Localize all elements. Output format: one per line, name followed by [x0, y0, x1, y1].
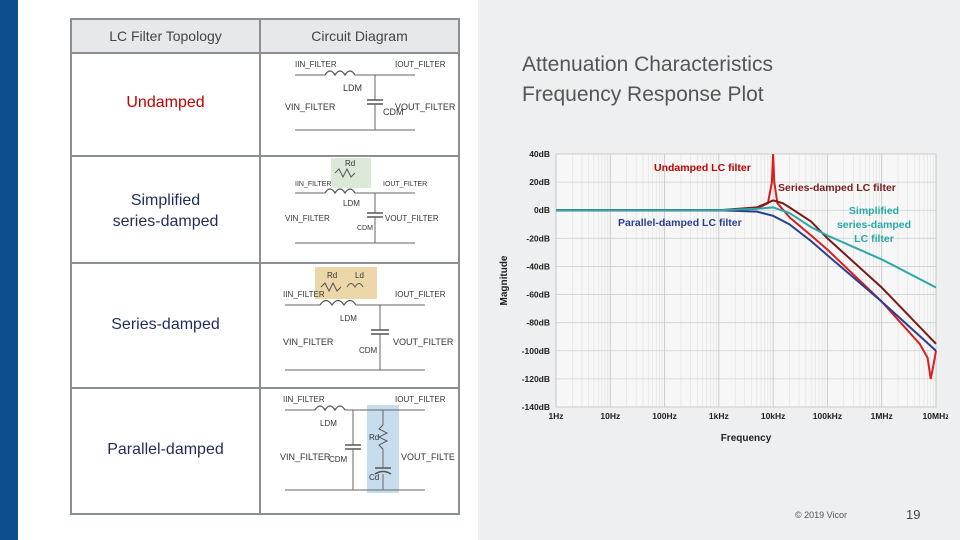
annotation-undamped: Undamped LC filter	[654, 162, 751, 174]
row-series-label-cell: Series-damped	[70, 262, 261, 389]
annotation-series-damped: Series-damped LC filter	[778, 182, 896, 194]
topology-label-simplified-line2: series-damped	[112, 213, 219, 230]
slide-title: Attenuation Characteristics Frequency Re…	[522, 50, 773, 110]
y-tick-label: 40dB	[529, 149, 550, 159]
v-out-label: VOUT_FILTER	[395, 102, 455, 112]
annotation-simplified-line2: series-damped	[837, 219, 911, 231]
c-dm-label: CDM	[357, 225, 373, 232]
l-dm-label: LDM	[320, 419, 337, 428]
slide-title-line2: Frequency Response Plot	[522, 83, 764, 106]
series-line-3	[556, 206, 937, 289]
l-dm-label: LDM	[343, 199, 360, 208]
parallel-damped-circuit-diagram: IIN_FILTER IOUT_FILTER LDM Rd VIN_FILTER…	[280, 395, 455, 493]
header-topology: LC Filter Topology	[70, 18, 261, 54]
l-dm-label: LDM	[340, 314, 357, 323]
r-d-label: Rd	[327, 271, 337, 280]
i-in-label: IIN_FILTER	[295, 181, 331, 188]
c-dm-label: CDM	[359, 346, 378, 355]
circuit-simplified: Rd IIN_FILTER IOUT_FILTER LDM VIN_FILTER…	[259, 155, 460, 264]
y-tick-label: -120dB	[522, 374, 550, 384]
row-simplified-label-cell: Simplified series-damped	[70, 155, 261, 264]
c-dm-label: CDM	[329, 455, 348, 464]
x-tick-label: 10kHz	[761, 411, 786, 421]
circuit-undamped: IIN_FILTER IOUT_FILTER LDM VIN_FILTER CD…	[259, 52, 460, 157]
x-tick-label: 10Hz	[600, 411, 620, 421]
annotation-simplified-line1: Simplified	[849, 205, 899, 217]
y-axis-label: Magnitude	[499, 255, 510, 305]
v-in-label: VIN_FILTER	[285, 102, 336, 112]
undamped-circuit-diagram: IIN_FILTER IOUT_FILTER LDM VIN_FILTER CD…	[285, 60, 455, 130]
i-out-label: IOUT_FILTER	[395, 395, 446, 404]
y-tick-label: -80dB	[526, 318, 550, 328]
x-tick-label: 1Hz	[548, 411, 563, 421]
slide-title-line1: Attenuation Characteristics	[522, 53, 773, 76]
x-tick-label: 100Hz	[652, 411, 677, 421]
i-out-label: IOUT_FILTER	[395, 60, 446, 69]
r-d-label: Rd	[369, 433, 379, 442]
x-tick-label: 10MHz	[923, 411, 948, 421]
i-out-label: IOUT_FILTER	[383, 181, 427, 188]
y-tick-label: 0dB	[534, 205, 550, 215]
l-d-label: Ld	[355, 271, 364, 280]
c-dm-label: CDM	[383, 107, 404, 117]
row-parallel-label-cell: Parallel-damped	[70, 387, 261, 515]
y-tick-label: -40dB	[526, 261, 550, 271]
annotation-simplified-line3: LC filter	[854, 233, 894, 245]
x-tick-label: 100kHz	[813, 411, 842, 421]
x-tick-label: 1kHz	[709, 411, 729, 421]
x-axis-label: Frequency	[721, 433, 772, 444]
y-tick-label: -100dB	[522, 346, 550, 356]
circuit-series-damped: Rd Ld IIN_FILTER IOUT_FILTER LDM VIN_FIL…	[259, 262, 460, 389]
x-tick-label: 1MHz	[871, 411, 893, 421]
page-number: 19	[906, 507, 921, 522]
topology-label-parallel-damped: Parallel-damped	[107, 441, 224, 458]
l-dm-label: LDM	[343, 83, 362, 93]
v-in-label: VIN_FILTER	[283, 337, 334, 347]
v-in-label: VIN_FILTER	[280, 452, 331, 462]
topology-label-simplified-line1: Simplified	[130, 192, 201, 209]
topology-label-series-damped: Series-damped	[111, 316, 220, 333]
topology-table: LC Filter Topology Circuit Diagram Undam…	[70, 18, 460, 515]
y-tick-label: -60dB	[526, 290, 550, 300]
header-circuit: Circuit Diagram	[259, 18, 460, 54]
left-accent-bar	[0, 0, 18, 540]
y-tick-label: -140dB	[522, 402, 550, 412]
v-in-label: VIN_FILTER	[285, 214, 330, 223]
v-out-label: VOUT_FILTER	[393, 337, 454, 347]
annotation-parallel-damped: Parallel-damped LC filter	[618, 217, 742, 229]
y-tick-label: -20dB	[526, 233, 550, 243]
circuit-parallel-damped: IIN_FILTER IOUT_FILTER LDM Rd VIN_FILTER…	[259, 387, 460, 515]
r-d-label: Rd	[345, 159, 355, 168]
simplified-circuit-diagram: Rd IIN_FILTER IOUT_FILTER LDM VIN_FILTER…	[285, 157, 439, 243]
i-out-label: IOUT_FILTER	[395, 290, 446, 299]
i-in-label: IIN_FILTER	[283, 290, 325, 299]
c-d-label: Cd	[369, 473, 379, 482]
copyright-text: © 2019 Vicor	[795, 510, 847, 520]
topology-label-undamped: Undamped	[126, 94, 205, 111]
v-out-label: VOUT_FILTER	[385, 214, 439, 223]
frequency-response-chart: 40dB 20dB 0dB -20dB -40dB -60dB -80dB -100dB -12…	[499, 149, 948, 444]
row-undamped-label-cell: Undamped	[70, 52, 261, 157]
v-out-label: VOUT_FILTER	[401, 452, 455, 462]
y-tick-label: 20dB	[529, 177, 550, 187]
series-damped-circuit-diagram: Rd Ld IIN_FILTER IOUT_FILTER LDM VIN_FIL…	[283, 266, 454, 370]
i-in-label: IIN_FILTER	[295, 60, 337, 69]
i-in-label: IIN_FILTER	[283, 395, 325, 404]
